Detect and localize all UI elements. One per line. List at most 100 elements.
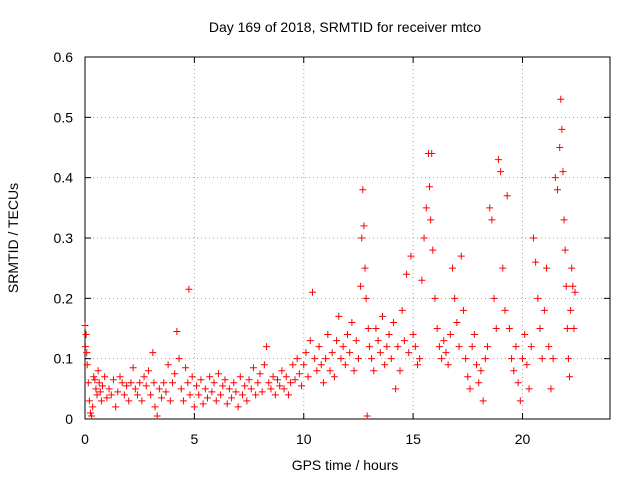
data-point (557, 95, 565, 103)
data-point (169, 379, 176, 387)
data-point (364, 325, 372, 332)
y-tick-label: 0.4 (54, 170, 74, 186)
data-point (494, 156, 502, 164)
data-point (383, 343, 391, 351)
data-point (418, 276, 426, 284)
data-point (488, 216, 496, 224)
data-point (328, 349, 336, 357)
y-axis-label: SRMTID / TECUs (5, 183, 21, 293)
data-point (409, 331, 417, 339)
data-point (529, 234, 537, 242)
data-point (566, 373, 574, 381)
data-point (247, 385, 255, 393)
data-point (214, 370, 222, 378)
grid-lines (85, 57, 610, 419)
data-point (360, 222, 368, 230)
data-point (569, 282, 577, 290)
data-point (99, 382, 106, 390)
data-point (206, 373, 214, 381)
data-point (337, 355, 345, 363)
y-axis: 0 0.1 0.2 0.3 0.4 0.5 0.6 (54, 49, 610, 427)
x-tick-label: 5 (190, 431, 198, 447)
data-point (150, 379, 158, 387)
data-point (300, 361, 308, 369)
data-point (190, 403, 198, 411)
data-point (536, 325, 544, 332)
x-axis: 0 5 10 15 20 (81, 57, 530, 447)
data-point (81, 343, 89, 351)
data-point (503, 192, 511, 200)
data-point (510, 367, 518, 375)
data-point (83, 349, 91, 357)
data-point (514, 379, 522, 387)
data-point (459, 306, 467, 314)
data-point (304, 373, 312, 381)
data-point (428, 150, 436, 158)
data-point (427, 216, 435, 224)
data-point (245, 376, 253, 384)
data-point (521, 331, 529, 339)
data-point (151, 403, 159, 411)
data-point (532, 258, 540, 266)
data-point (201, 385, 209, 393)
data-point (291, 376, 299, 384)
data-point (379, 312, 386, 320)
data-point (223, 400, 231, 408)
data-point (554, 186, 561, 194)
y-tick-label: 0.1 (54, 351, 74, 367)
data-point (193, 382, 201, 390)
data-point (330, 373, 338, 381)
data-point (444, 361, 452, 369)
data-point (359, 186, 367, 194)
data-point (394, 343, 402, 351)
data-point (534, 294, 542, 302)
data-point (361, 264, 369, 272)
data-point (83, 361, 91, 369)
data-point (319, 379, 327, 387)
data-point (466, 385, 474, 393)
data-point (385, 331, 393, 339)
data-point (558, 125, 566, 133)
data-point (398, 306, 406, 314)
data-point (344, 331, 351, 339)
data-point (82, 331, 90, 339)
data-point (208, 388, 216, 396)
data-point (508, 355, 516, 363)
data-point (94, 367, 102, 375)
data-point (149, 349, 157, 357)
data-point (396, 367, 404, 375)
data-point (236, 373, 244, 381)
data-point (204, 394, 211, 402)
data-point (112, 403, 120, 411)
data-point (433, 325, 441, 332)
data-point (358, 234, 366, 242)
data-point (354, 355, 362, 363)
data-point (136, 379, 144, 387)
data-point (144, 367, 152, 375)
data-point (449, 264, 456, 272)
data-point (217, 391, 225, 399)
data-point (341, 361, 349, 369)
y-tick-label: 0.3 (54, 230, 74, 246)
data-point (302, 349, 310, 357)
x-tick-label: 10 (296, 431, 312, 447)
data-point (462, 355, 470, 363)
data-point (239, 391, 246, 399)
data-point (105, 385, 113, 393)
data-point (322, 355, 330, 363)
data-point (267, 385, 275, 393)
data-point (93, 391, 101, 399)
data-point (276, 382, 284, 390)
data-point (158, 394, 166, 402)
data-point (252, 391, 260, 399)
data-point (164, 361, 172, 369)
data-point (387, 355, 395, 363)
data-point (309, 288, 316, 296)
data-point (492, 325, 500, 332)
data-point (473, 361, 481, 369)
data-point (549, 355, 557, 363)
data-point (440, 337, 448, 345)
data-point (295, 370, 303, 378)
x-tick-label: 0 (81, 431, 89, 447)
data-point (103, 394, 111, 402)
